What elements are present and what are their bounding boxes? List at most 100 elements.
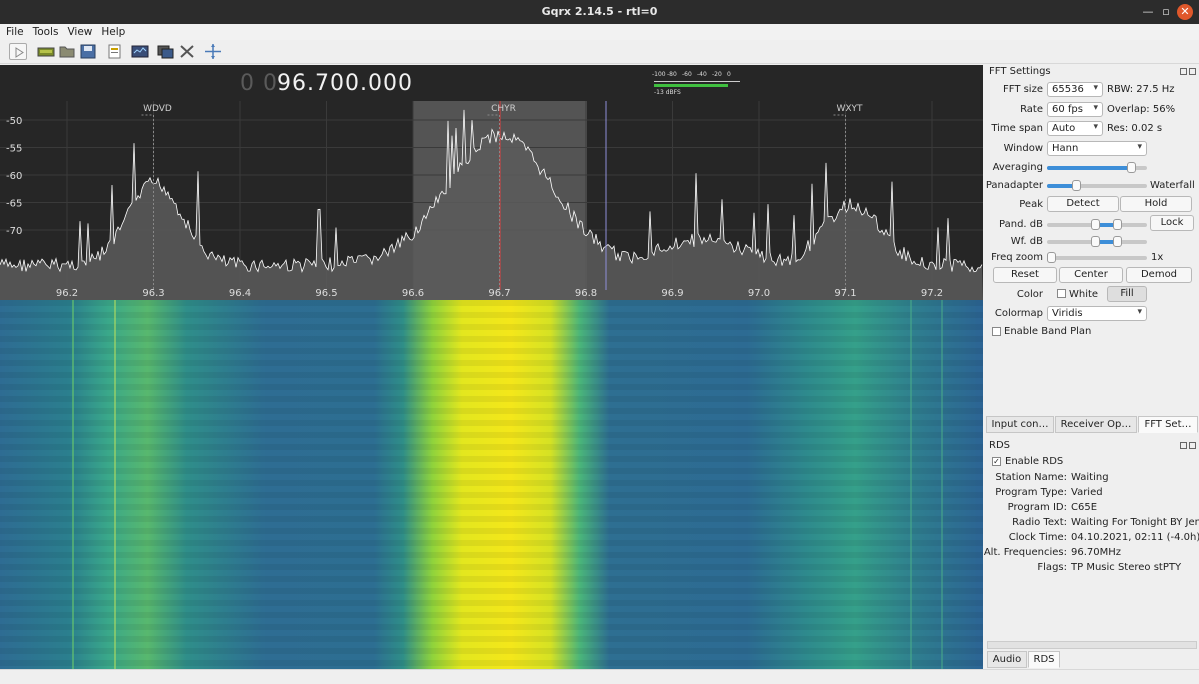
rds-row-label: Radio Text: [1012, 517, 1067, 528]
io-config-icon[interactable] [106, 43, 124, 60]
y-tick-label: -65 [6, 199, 22, 210]
enable-rds-checkbox[interactable]: ✓ [992, 457, 1001, 466]
y-tick-label: -60 [6, 171, 22, 182]
rds-float-icon[interactable] [1180, 442, 1187, 449]
demod-button[interactable]: Demod [1126, 267, 1192, 283]
meter-tick-label: -40 [697, 71, 707, 78]
meter-tick-label: -100 [652, 71, 666, 78]
station-label: CHYR [491, 104, 516, 114]
menu-tools[interactable]: Tools [32, 26, 59, 38]
wf-db-label: Wf. dB [1010, 236, 1043, 247]
timespan-label: Time span [991, 123, 1043, 134]
white-label: White [1069, 289, 1099, 300]
spectrum-panadapter[interactable]: WDVD CHYR WXYT 96.2 96.3 96.4 96.5 96.6 96.7 96.… [0, 65, 983, 300]
meter-tick-label: -60 [682, 71, 692, 78]
program-type-value: Varied [1071, 487, 1103, 498]
y-tick-label: -70 [6, 226, 22, 237]
rds-row-label: Program ID: [1007, 502, 1067, 513]
meter-tick-label: -80 [667, 71, 677, 78]
close-icon[interactable]: ✕ [1177, 4, 1193, 20]
tools-icon[interactable] [178, 43, 196, 60]
frequency-display[interactable]: 96.700.000 [277, 71, 413, 96]
rate-select[interactable]: 60 fps [1047, 102, 1103, 117]
fill-button[interactable]: Fill [1107, 286, 1147, 302]
title-bar: Gqrx 2.14.5 - rtl=0 — ▫ ✕ [0, 0, 1199, 24]
dsp-icon[interactable] [131, 43, 149, 60]
x-tick-label: 96.4 [229, 288, 251, 299]
band-plan-checkbox[interactable] [992, 327, 1001, 336]
flags-value: TP Music Stereo stPTY [1071, 562, 1182, 573]
program-id-value: C65E [1071, 502, 1098, 513]
spectrum-trace [0, 109, 983, 273]
rds-title: RDS [989, 440, 1010, 451]
averaging-slider[interactable] [1047, 162, 1147, 173]
spectrum-fill [0, 109, 983, 300]
fft-settings-title: FFT Settings [989, 66, 1051, 77]
clock-time-value: 04.10.2021, 02:11 (-4.0h) [1071, 532, 1199, 543]
x-tick-label: 97.0 [748, 288, 770, 299]
maximize-icon[interactable]: ▫ [1162, 5, 1170, 18]
waterfall-label: Waterfall [1150, 180, 1195, 191]
rds-row-label: Clock Time: [1008, 532, 1067, 543]
menu-view[interactable]: View [67, 26, 93, 38]
hardware-icon[interactable] [37, 43, 55, 60]
res-value: Res: 0.02 s [1107, 123, 1163, 134]
x-tick-label: 96.3 [142, 288, 164, 299]
rds-row-label: Flags: [1037, 562, 1067, 573]
save-icon[interactable] [79, 43, 97, 60]
fft-size-select[interactable]: 65536 [1047, 82, 1103, 97]
rbw-value: RBW: 27.5 Hz [1107, 84, 1175, 95]
status-bar [0, 669, 1199, 684]
x-tick-label: 96.5 [315, 288, 337, 299]
horizontal-scrollbar[interactable] [987, 641, 1197, 649]
tab-rds[interactable]: RDS [1028, 651, 1060, 668]
y-tick-label: -50 [6, 116, 22, 127]
rds-row-label: Alt. Frequencies: [983, 547, 1067, 558]
wf-db-slider[interactable] [1047, 236, 1147, 247]
center-icon[interactable] [204, 43, 222, 60]
overlap-value: Overlap: 56% [1107, 104, 1176, 115]
detect-button[interactable]: Detect [1047, 196, 1119, 212]
lock-button[interactable]: Lock [1150, 215, 1194, 231]
tab-input-controls[interactable]: Input con… [986, 416, 1054, 433]
freq-zoom-label: Freq zoom [991, 252, 1043, 263]
alt-frequencies-value: 96.70MHz [1071, 547, 1122, 558]
colormap-select[interactable]: Viridis [1047, 306, 1147, 321]
minimize-icon[interactable]: — [1142, 5, 1154, 18]
window-select[interactable]: Hann [1047, 141, 1147, 156]
pand-db-slider[interactable] [1047, 219, 1147, 230]
freq-zoom-slider[interactable] [1047, 252, 1147, 263]
freq-zoom-value: 1x [1151, 252, 1164, 263]
pand-db-label: Pand. dB [999, 219, 1043, 230]
x-tick-label: 96.9 [661, 288, 683, 299]
tab-receiver-options[interactable]: Receiver Op… [1055, 416, 1137, 433]
menu-help[interactable]: Help [101, 26, 126, 38]
hold-button[interactable]: Hold [1120, 196, 1192, 212]
waterfall[interactable] [0, 300, 983, 669]
right-dock: FFT Settings FFT size 65536 RBW: 27.5 Hz… [984, 64, 1199, 669]
timespan-select[interactable]: Auto [1047, 121, 1103, 136]
meter-reading: -13 dBFS [654, 89, 681, 96]
tab-audio[interactable]: Audio [987, 651, 1027, 668]
window-label: Window [1003, 143, 1043, 154]
play-icon[interactable] [9, 43, 27, 60]
float-icon[interactable] [1180, 68, 1187, 75]
screenshot-icon[interactable] [156, 43, 174, 60]
center-button[interactable]: Center [1059, 267, 1123, 283]
tab-fft-settings[interactable]: FFT Set… [1138, 416, 1198, 433]
white-checkbox[interactable] [1057, 289, 1066, 298]
station-name-value: Waiting [1071, 472, 1109, 483]
x-tick-label: 96.7 [488, 288, 510, 299]
menu-file[interactable]: File [6, 26, 24, 38]
open-icon[interactable] [58, 43, 76, 60]
meter-tick-label: 0 [727, 71, 731, 78]
x-tick-label: 97.1 [834, 288, 856, 299]
enable-rds-label: Enable RDS [1005, 456, 1064, 467]
reset-button[interactable]: Reset [993, 267, 1057, 283]
rds-row-label: Program Type: [995, 487, 1067, 498]
close-dock-icon[interactable] [1189, 68, 1196, 75]
band-plan-label: Enable Band Plan [1004, 326, 1092, 337]
rds-close-icon[interactable] [1189, 442, 1196, 449]
x-tick-label: 96.6 [402, 288, 424, 299]
panadapter-split-slider[interactable] [1047, 180, 1147, 191]
